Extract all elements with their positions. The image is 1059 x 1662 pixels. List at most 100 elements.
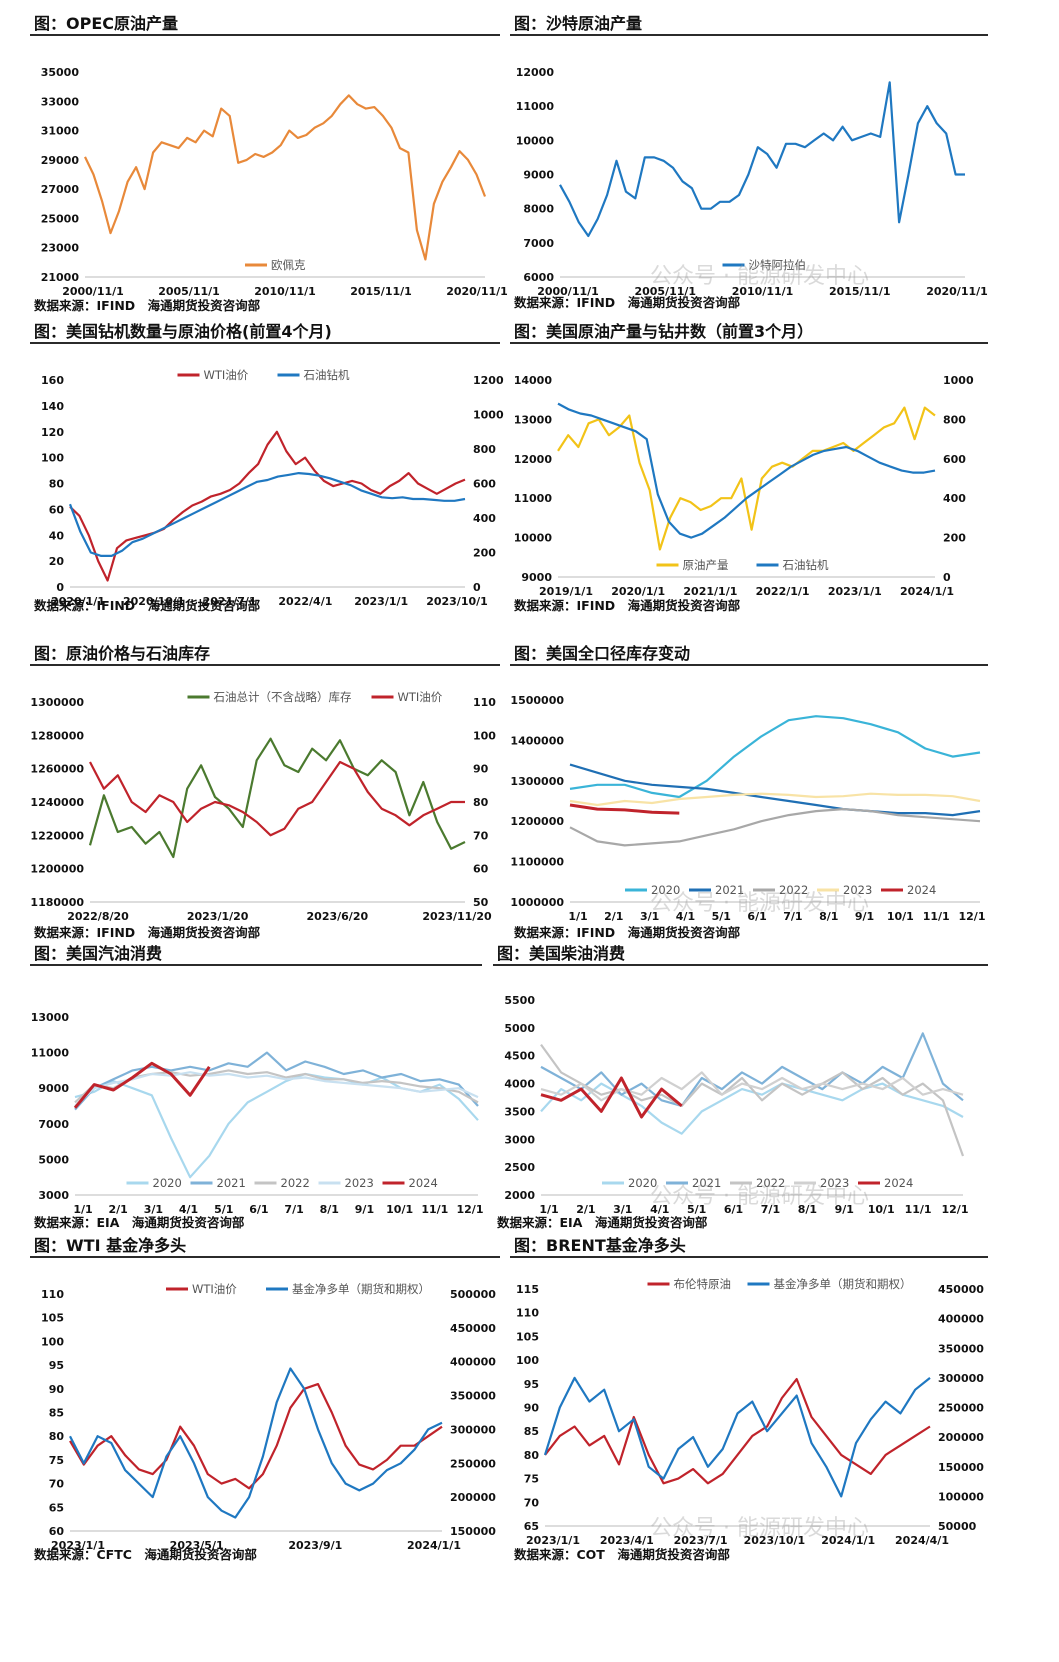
legend-label: 布伦特原油 bbox=[674, 1277, 732, 1291]
chart-title: 图：沙特原油产量 bbox=[514, 14, 643, 33]
legend-label: 石油钻机 bbox=[304, 368, 350, 382]
data-source: 数据来源：IFIND 海通期货投资咨询部 bbox=[34, 925, 261, 940]
y2-tick-label: 350000 bbox=[450, 1390, 496, 1403]
y2-tick-label: 0 bbox=[943, 571, 951, 584]
data-source: 数据来源：IFIND 海通期货投资咨询部 bbox=[34, 598, 261, 613]
panel-price-stock: 图：原油价格与石油库存 1180000 1200000 1220000 1240000… bbox=[30, 640, 500, 940]
y2-tick-label: 600 bbox=[473, 478, 496, 491]
y2-tick-label: 500000 bbox=[450, 1288, 496, 1301]
x-tick-label: 4/1 bbox=[676, 910, 695, 923]
y-tick-label: 1000000 bbox=[510, 896, 564, 909]
x-tick-label: 2023/7/1 bbox=[674, 1534, 728, 1547]
y-tick-label: 29000 bbox=[41, 154, 80, 167]
y-tick-label: 3500 bbox=[504, 1105, 535, 1118]
y-tick-label: 6000 bbox=[523, 271, 554, 284]
y-tick-label: 80 bbox=[524, 1449, 540, 1462]
y-tick-label: 110 bbox=[41, 1288, 64, 1301]
divider bbox=[510, 34, 988, 36]
y-tick-label: 4000 bbox=[504, 1078, 535, 1091]
y-tick-label: 0 bbox=[56, 581, 64, 594]
y-tick-label: 3000 bbox=[38, 1189, 69, 1202]
panel-opec: 图：OPEC原油产量 21000 23000 25000 27000 29000 3100… bbox=[30, 10, 508, 313]
x-tick-label: 2015/11/1 bbox=[350, 285, 412, 298]
legend-label: 2023 bbox=[345, 1176, 374, 1190]
legend-label: 2023 bbox=[820, 1176, 849, 1190]
x-tick-label: 2022/4/1 bbox=[278, 595, 332, 608]
data-source: 数据来源：EIA 海通期货投资咨询部 bbox=[34, 1215, 245, 1230]
chart-title: 图：美国汽油消费 bbox=[34, 944, 163, 963]
y-tick-label: 1200000 bbox=[510, 815, 564, 828]
legend-label: 2022 bbox=[779, 883, 808, 897]
y-tick-label: 100 bbox=[516, 1354, 539, 1367]
divider bbox=[30, 34, 500, 36]
y2-tick-label: 600 bbox=[943, 453, 966, 466]
series-line bbox=[74, 1071, 479, 1107]
y2-tick-label: 150000 bbox=[938, 1461, 984, 1474]
x-tick-label: 2020/10/1 bbox=[123, 595, 185, 608]
x-tick-label: 10/1 bbox=[868, 1203, 895, 1216]
divider bbox=[510, 342, 988, 344]
panel-saudi: 图：沙特原油产量 6000 7000 8000 9000 10000 11000 12000… bbox=[510, 10, 988, 310]
chart-rigs-wti: 0 20 40 60 80 100 120 140 160 0 200 400 600 800 1000 12… bbox=[41, 368, 504, 608]
y2-tick-label: 0 bbox=[473, 581, 481, 594]
series-line bbox=[569, 763, 981, 817]
x-tick-label: 2000/11/1 bbox=[537, 285, 599, 298]
x-tick-label: 3/1 bbox=[640, 910, 659, 923]
y-tick-label: 105 bbox=[516, 1330, 539, 1343]
x-tick-label: 2021/7/1 bbox=[203, 595, 257, 608]
legend-label: 原油产量 bbox=[683, 558, 729, 572]
divider bbox=[510, 1256, 988, 1258]
panel-rigs-wti: 图：美国钻机数量与原油价格(前置4个月) 0 20 40 60 80 100 120 140 1… bbox=[30, 318, 504, 618]
y-tick-label: 9000 bbox=[38, 1082, 69, 1095]
legend-label: 2023 bbox=[843, 883, 872, 897]
y2-tick-label: 250000 bbox=[450, 1457, 496, 1470]
legend-label: 2024 bbox=[884, 1176, 913, 1190]
series-line bbox=[557, 402, 936, 539]
y-tick-label: 5500 bbox=[504, 994, 535, 1007]
series-line bbox=[69, 1367, 443, 1519]
y-tick-label: 65 bbox=[524, 1520, 539, 1533]
y2-tick-label: 200000 bbox=[938, 1431, 984, 1444]
y-tick-label: 1220000 bbox=[30, 829, 84, 842]
x-tick-label: 8/1 bbox=[819, 910, 838, 923]
y2-tick-label: 80 bbox=[473, 796, 489, 809]
y-tick-label: 1200000 bbox=[30, 863, 84, 876]
chart-wti-funds: 60 65 70 75 80 85 90 95 100 105 110 150000 200000 250… bbox=[41, 1282, 496, 1552]
y-tick-label: 21000 bbox=[41, 271, 80, 284]
x-tick-label: 2023/5/1 bbox=[170, 1539, 224, 1552]
y2-tick-label: 60 bbox=[473, 863, 489, 876]
y-tick-label: 1280000 bbox=[30, 729, 84, 742]
x-tick-label: 2023/9/1 bbox=[288, 1539, 342, 1552]
y-tick-label: 75 bbox=[524, 1473, 539, 1486]
y-tick-label: 85 bbox=[524, 1425, 539, 1438]
x-tick-label: 2/1 bbox=[604, 910, 623, 923]
y-tick-label: 75 bbox=[49, 1454, 64, 1467]
divider bbox=[510, 664, 988, 666]
y-tick-label: 100 bbox=[41, 1335, 64, 1348]
y-tick-label: 9000 bbox=[523, 169, 554, 182]
y2-tick-label: 150000 bbox=[450, 1525, 496, 1538]
y-tick-label: 95 bbox=[49, 1359, 64, 1372]
x-tick-label: 2/1 bbox=[576, 1203, 595, 1216]
x-tick-label: 2021/1/1 bbox=[683, 585, 737, 598]
x-tick-label: 2024/1/1 bbox=[407, 1539, 461, 1552]
y-tick-label: 8000 bbox=[523, 203, 554, 216]
chart-title: 图：原油价格与石油库存 bbox=[34, 644, 211, 663]
x-tick-label: 2010/11/1 bbox=[254, 285, 316, 298]
x-tick-label: 2015/11/1 bbox=[829, 285, 891, 298]
y-tick-label: 11000 bbox=[514, 492, 553, 505]
legend-label: 石油钻机 bbox=[783, 558, 829, 572]
x-tick-label: 1/1 bbox=[73, 1203, 92, 1216]
series-line bbox=[540, 1082, 964, 1135]
y2-tick-label: 110 bbox=[473, 696, 496, 709]
x-tick-label: 7/1 bbox=[761, 1203, 780, 1216]
x-tick-label: 2020/11/1 bbox=[446, 285, 508, 298]
x-tick-label: 2023/1/20 bbox=[187, 910, 249, 923]
x-tick-label: 3/1 bbox=[613, 1203, 632, 1216]
series-line bbox=[569, 792, 981, 807]
divider bbox=[30, 664, 500, 666]
series-line bbox=[74, 1051, 479, 1111]
y-tick-label: 12000 bbox=[514, 453, 553, 466]
legend-label: 2024 bbox=[409, 1176, 438, 1190]
x-tick-label: 7/1 bbox=[783, 910, 802, 923]
